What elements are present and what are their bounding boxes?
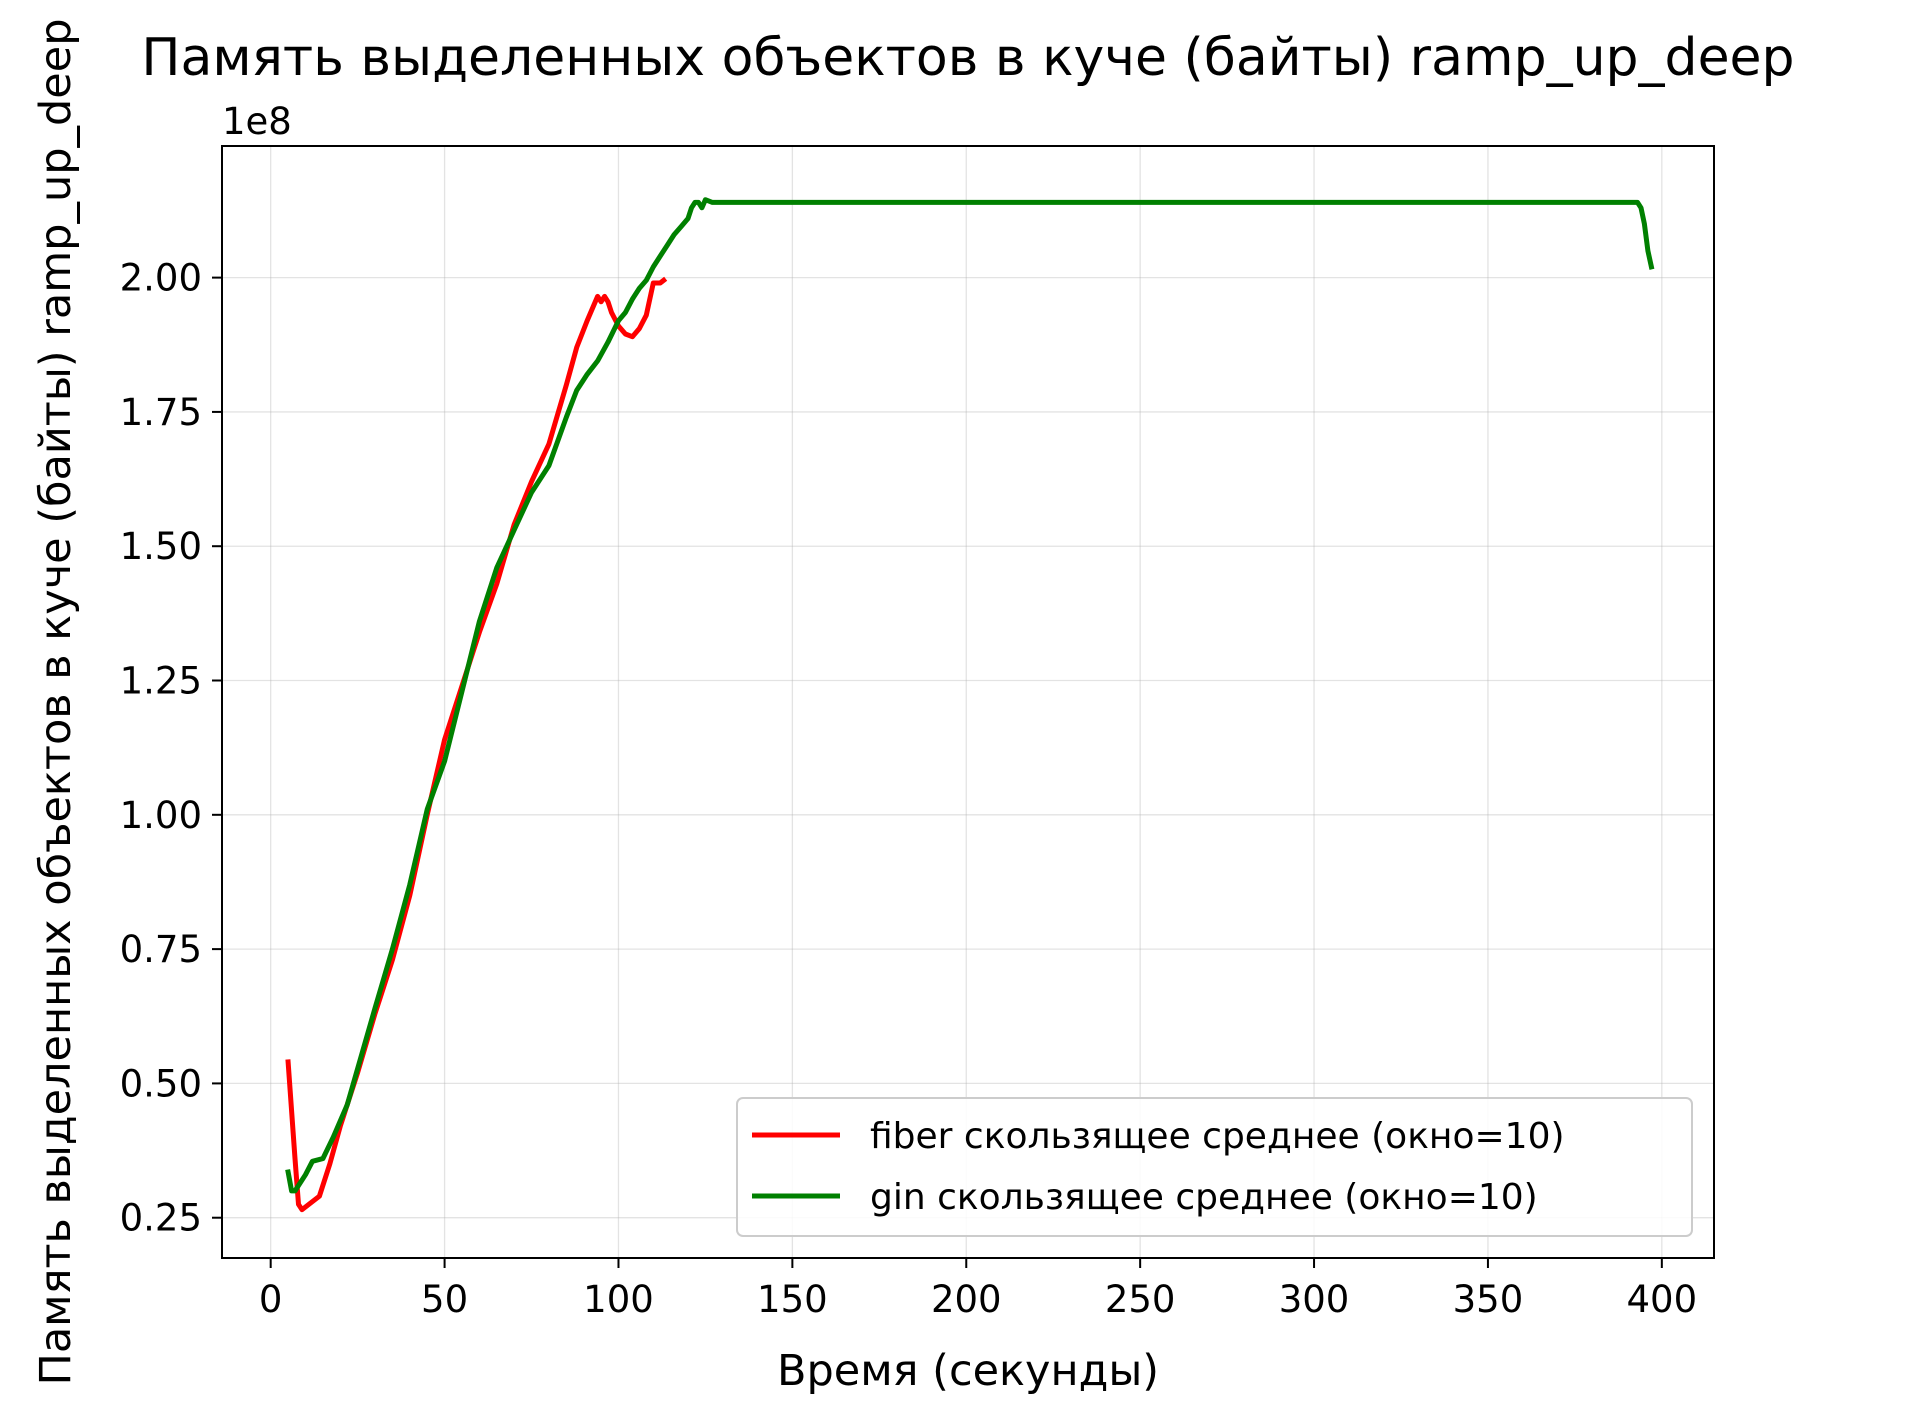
chart-title: Память выделенных объектов в куче (байты… — [141, 28, 1794, 88]
x-tick-label: 150 — [757, 1278, 828, 1321]
series-lines — [285, 197, 1655, 1213]
grid-lines — [222, 146, 1714, 1258]
x-tick-label: 250 — [1105, 1278, 1176, 1321]
x-tick-label: 200 — [931, 1278, 1002, 1321]
y-tick-label: 0.75 — [120, 928, 202, 971]
x-tick-label: 100 — [583, 1278, 654, 1321]
x-tick-label: 50 — [421, 1278, 468, 1321]
y-tick-label: 0.50 — [120, 1062, 202, 1105]
legend-box — [736, 1097, 1693, 1237]
axis-ticks: 0 50 100 150 200 250 300 350 400 0.25 0.50 0.75 1.00… — [120, 257, 1698, 1321]
y-tick-label: 0.25 — [120, 1197, 202, 1240]
x-axis-label: Время (секунды) — [777, 1346, 1159, 1396]
x-tick-label: 350 — [1453, 1278, 1524, 1321]
y-tick-label: 1.50 — [120, 525, 202, 568]
y-offset-label: 1e8 — [222, 100, 292, 143]
series-line-gin — [285, 197, 1655, 1194]
x-tick-label: 300 — [1279, 1278, 1350, 1321]
legend-label-fiber: fiber скользящее среднее (окно=10) — [870, 1116, 1565, 1157]
y-axis-label: Память выделенных объектов в куче (байты… — [31, 18, 81, 1385]
y-tick-label: 1.25 — [120, 660, 202, 703]
y-tick-label: 2.00 — [120, 257, 202, 300]
x-tick-label: 400 — [1627, 1278, 1698, 1321]
series-line-fiber — [285, 276, 668, 1213]
y-tick-label: 1.00 — [120, 794, 202, 837]
x-tick-label: 0 — [259, 1278, 283, 1321]
y-tick-label: 1.75 — [120, 391, 202, 434]
plot-frame — [221, 145, 1715, 1259]
legend-label-gin: gin скользящее среднее (окно=10) — [870, 1177, 1538, 1218]
legend: fiber скользящее среднее (окно=10) gin с… — [736, 1097, 1693, 1237]
